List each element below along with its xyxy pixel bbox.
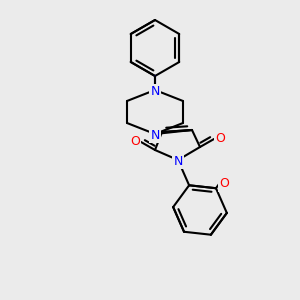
- Text: O: O: [215, 132, 225, 145]
- Text: O: O: [219, 177, 229, 190]
- Text: O: O: [130, 135, 140, 148]
- Text: N: N: [150, 129, 160, 142]
- Text: N: N: [150, 85, 160, 98]
- Text: N: N: [173, 155, 183, 168]
